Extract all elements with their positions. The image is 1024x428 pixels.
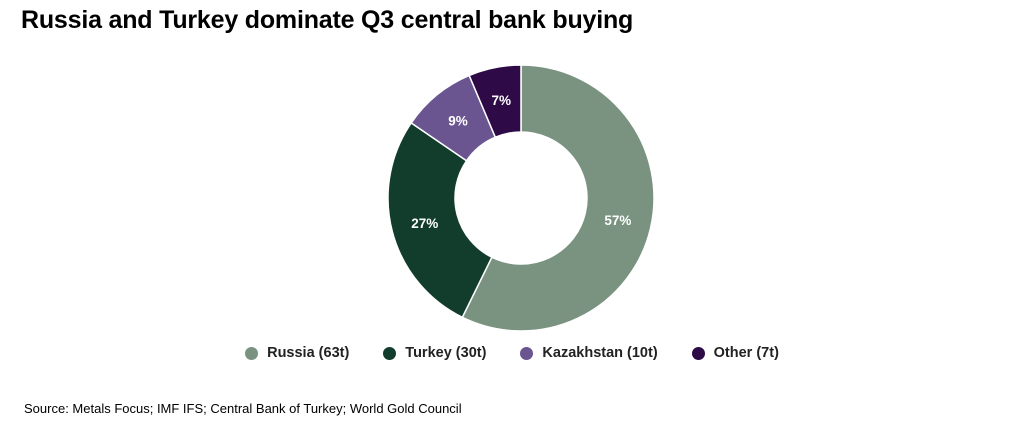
legend-label: Turkey (30t) [405,345,487,361]
slice-russia [461,64,655,332]
chart-legend: Russia (63t) Turkey (30t) Kazakhstan (10t)… [0,345,1024,361]
legend-swatch [691,346,705,360]
slice-label-russia: 57% [604,213,631,228]
legend-swatch [383,346,397,360]
donut-slices [387,64,655,332]
chart-source: Source: Metals Focus; IMF IFS; Central B… [24,401,462,416]
chart-title: Russia and Turkey dominate Q3 central ba… [21,6,634,34]
donut-slice-labels: 57% 27% 9% 7% [411,93,631,231]
legend-label: Russia (63t) [267,345,350,361]
legend-label: Other (7t) [713,345,779,361]
legend-item-turkey: Turkey (30t) [383,345,486,361]
slice-label-other: 7% [491,93,511,108]
legend-item-kazakhstan: Kazakhstan (10t) [520,345,658,361]
legend-item-other: Other (7t) [691,345,779,361]
slice-label-turkey: 27% [411,216,438,231]
legend-item-russia: Russia (63t) [245,345,349,361]
slice-other [468,64,522,139]
slice-turkey [387,121,493,319]
legend-swatch [245,346,259,360]
slice-label-kazakhstan: 9% [448,113,468,128]
legend-swatch [520,346,534,360]
legend-label: Kazakhstan (10t) [542,345,658,361]
